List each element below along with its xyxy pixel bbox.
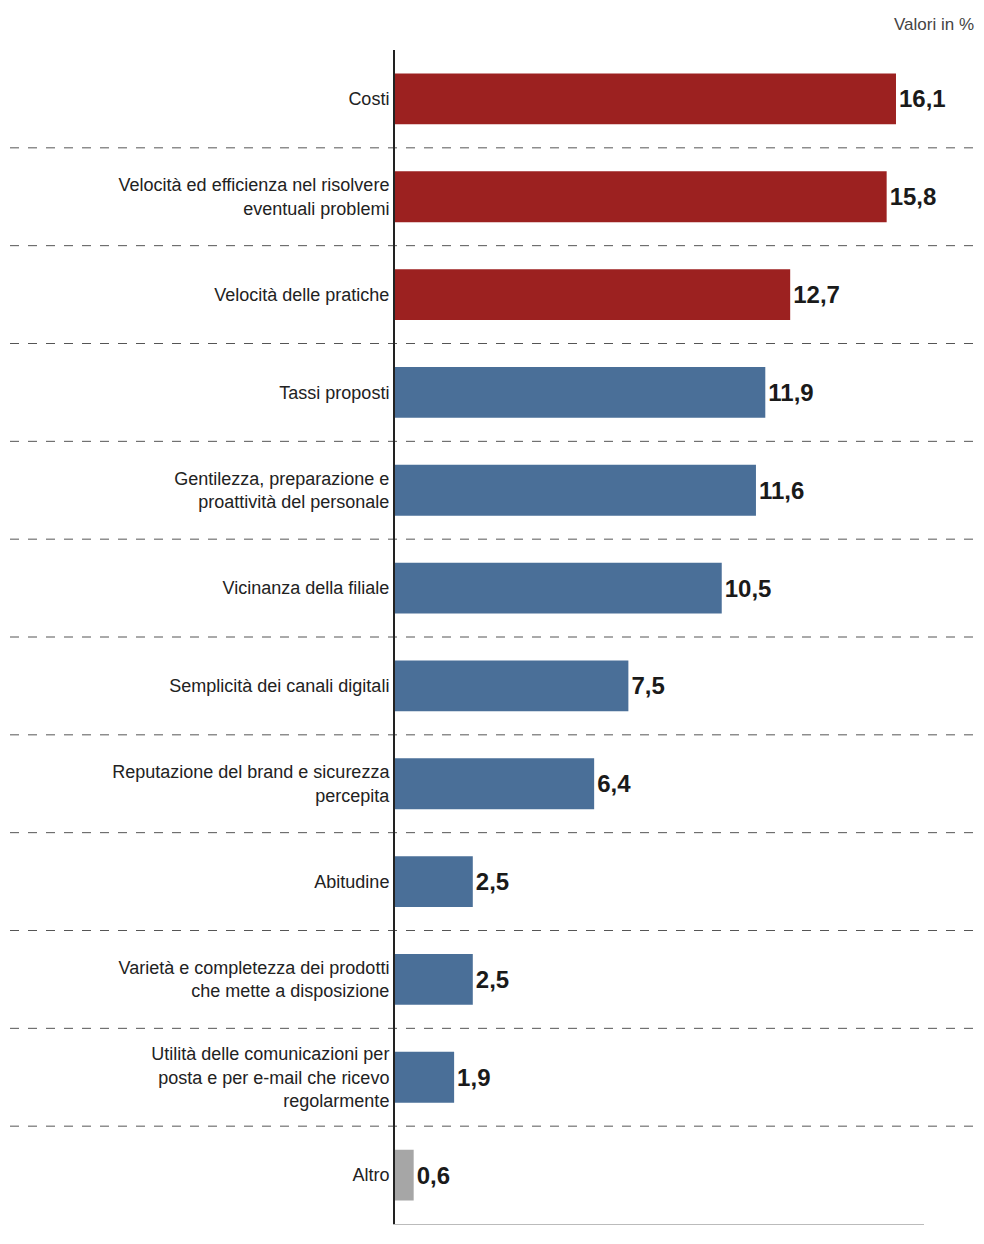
svg-text:16,1: 16,1	[899, 85, 946, 112]
svg-text:2,5: 2,5	[476, 966, 509, 993]
svg-text:10,5: 10,5	[725, 575, 772, 602]
svg-text:Reputazione del brand e sicure: Reputazione del brand e sicurezzapercepi…	[112, 762, 390, 805]
svg-text:1,9: 1,9	[457, 1064, 490, 1091]
svg-text:6,4: 6,4	[597, 770, 631, 797]
svg-text:15,8: 15,8	[890, 183, 937, 210]
svg-text:0,6: 0,6	[417, 1162, 450, 1189]
svg-text:Utilità delle comunicazioni pe: Utilità delle comunicazioni perposta e p…	[151, 1044, 389, 1111]
svg-text:2,5: 2,5	[476, 868, 509, 895]
svg-text:Tassi proposti: Tassi proposti	[279, 383, 389, 403]
svg-text:12,7: 12,7	[793, 281, 840, 308]
svg-text:Altro: Altro	[352, 1165, 389, 1185]
svg-text:Velocità delle pratiche: Velocità delle pratiche	[214, 285, 389, 305]
svg-text:7,5: 7,5	[631, 672, 664, 699]
svg-text:Valori in %: Valori in %	[894, 15, 974, 34]
svg-text:Abitudine: Abitudine	[314, 872, 389, 892]
svg-text:11,6: 11,6	[759, 477, 804, 504]
svg-text:Costi: Costi	[348, 89, 389, 109]
svg-text:Velocità ed efficienza nel ris: Velocità ed efficienza nel risolvereeven…	[119, 175, 390, 218]
svg-text:11,9: 11,9	[768, 379, 813, 406]
svg-text:Vicinanza della filiale: Vicinanza della filiale	[223, 578, 390, 598]
svg-text:Gentilezza, preparazione eproa: Gentilezza, preparazione eproattività de…	[174, 469, 389, 512]
svg-text:Varietà e completezza dei prod: Varietà e completezza dei prodottiche me…	[119, 958, 390, 1001]
svg-text:Semplicità dei canali digitali: Semplicità dei canali digitali	[169, 676, 389, 696]
